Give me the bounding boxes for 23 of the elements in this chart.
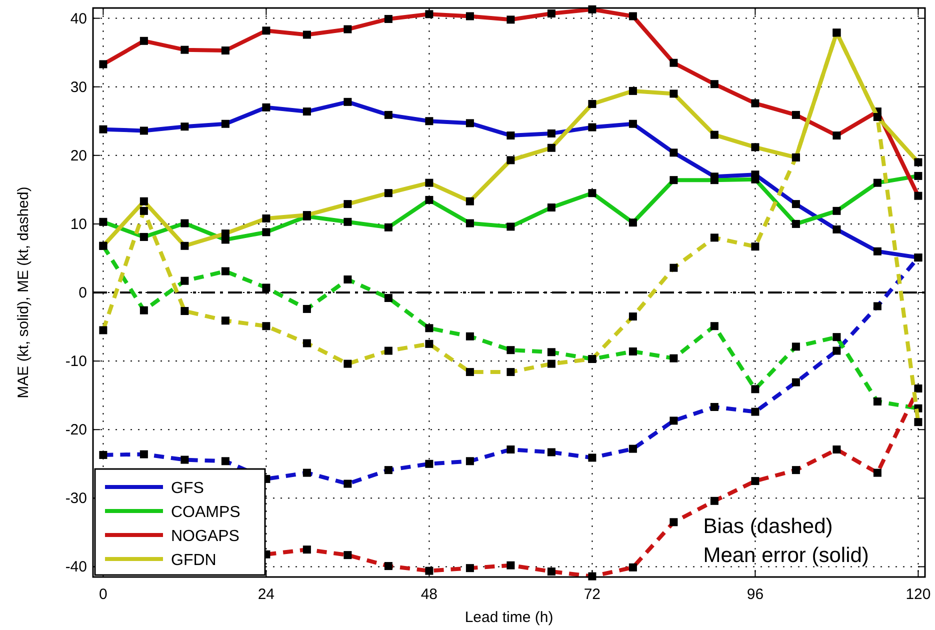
y-tick-label: -20: [65, 422, 87, 439]
y-tick-label: 40: [70, 10, 87, 28]
annotation: Mean error (solid): [703, 544, 869, 567]
legend-label: GFDN: [171, 552, 216, 569]
annotation: Bias (dashed): [703, 515, 833, 538]
y-tick-label: 30: [70, 78, 87, 96]
legend-label: NOGAPS: [171, 528, 240, 545]
x-tick-label: 120: [906, 586, 931, 603]
x-tick-label: 48: [420, 586, 438, 603]
x-tick-label: 72: [584, 586, 601, 603]
legend-label: GFS: [171, 480, 204, 497]
x-tick-label: 0: [99, 586, 108, 603]
y-tick-label: -40: [65, 558, 87, 576]
y-axis-title: MAE (kt, solid), ME (kt, dashed): [15, 186, 32, 398]
x-tick-label: 24: [258, 586, 275, 603]
y-tick-label: -30: [65, 490, 87, 508]
y-tick-label: -10: [65, 353, 87, 370]
y-tick-label: 0: [78, 284, 87, 302]
y-tick-label: 10: [70, 216, 87, 233]
x-tick-label: 96: [746, 586, 764, 603]
y-tick-label: 20: [70, 147, 87, 164]
x-axis-title: Lead time (h): [464, 609, 554, 626]
legend-label: COAMPS: [171, 504, 240, 521]
